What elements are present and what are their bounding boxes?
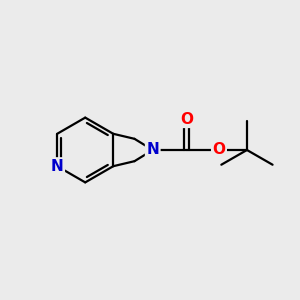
Text: O: O <box>212 142 226 158</box>
Text: O: O <box>180 112 193 127</box>
Text: N: N <box>51 159 64 174</box>
Text: N: N <box>146 142 159 158</box>
